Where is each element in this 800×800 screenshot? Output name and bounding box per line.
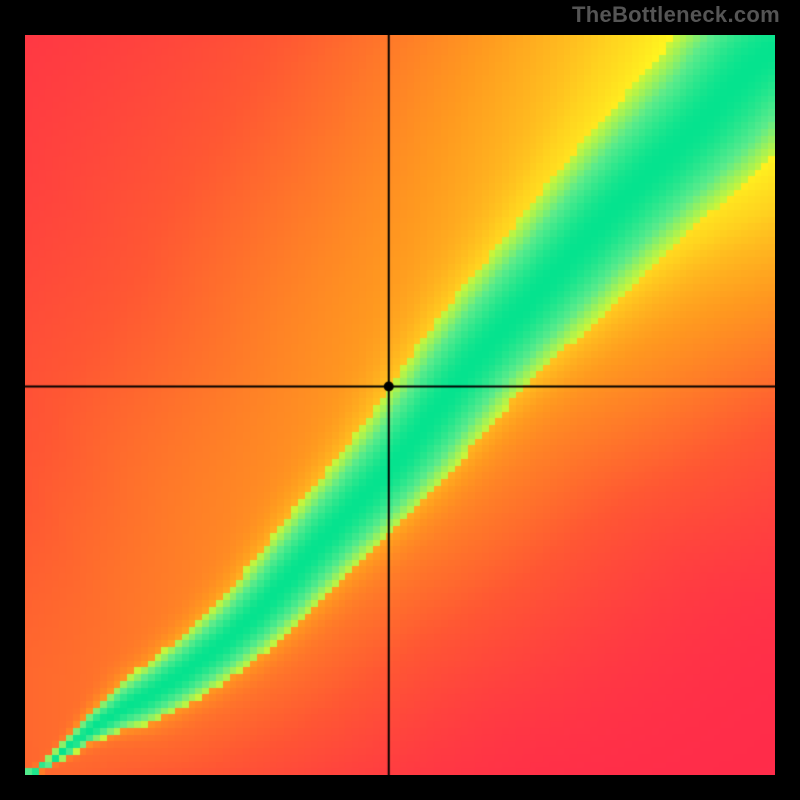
frame: TheBottleneck.com — [0, 0, 800, 800]
heatmap-canvas — [25, 35, 775, 775]
attribution-text: TheBottleneck.com — [572, 2, 780, 28]
heatmap-plot — [25, 35, 775, 775]
